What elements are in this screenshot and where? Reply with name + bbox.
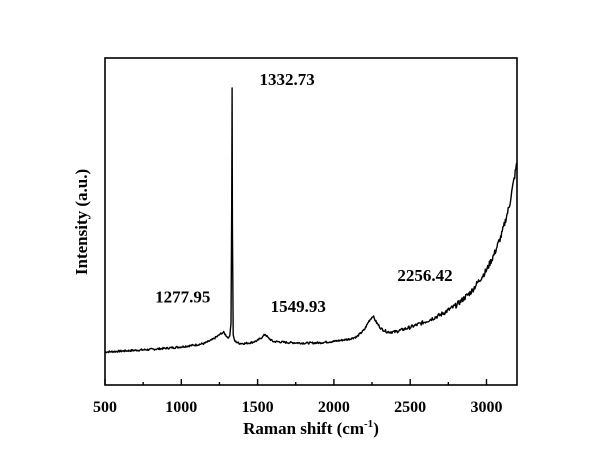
x-tick-label: 1500: [242, 399, 274, 416]
x-tick-label: 500: [93, 399, 117, 416]
x-tick-label: 2000: [318, 399, 350, 416]
x-tick-label: 1000: [165, 399, 197, 416]
x-axis-tick-labels: 500 1000 1500 2000 2500 3000: [93, 399, 502, 416]
x-tick-label: 3000: [470, 399, 502, 416]
x-axis-title: Raman shift (cm-1): [243, 418, 379, 438]
plot-frame: [104, 57, 518, 386]
x-axis-ticks: [104, 379, 488, 385]
x-tick-label: 2500: [394, 399, 426, 416]
peak-label: 2256.42: [397, 266, 452, 285]
peak-label: 1549.93: [271, 297, 326, 316]
y-axis-title: Intensity (a.u.): [72, 169, 91, 275]
peak-label: 1277.95: [155, 287, 210, 306]
spectrum-line: [104, 87, 518, 354]
peak-annotations: 1332.73 1277.95 1549.93 2256.42: [155, 70, 453, 316]
peak-label: 1332.73: [259, 70, 314, 89]
